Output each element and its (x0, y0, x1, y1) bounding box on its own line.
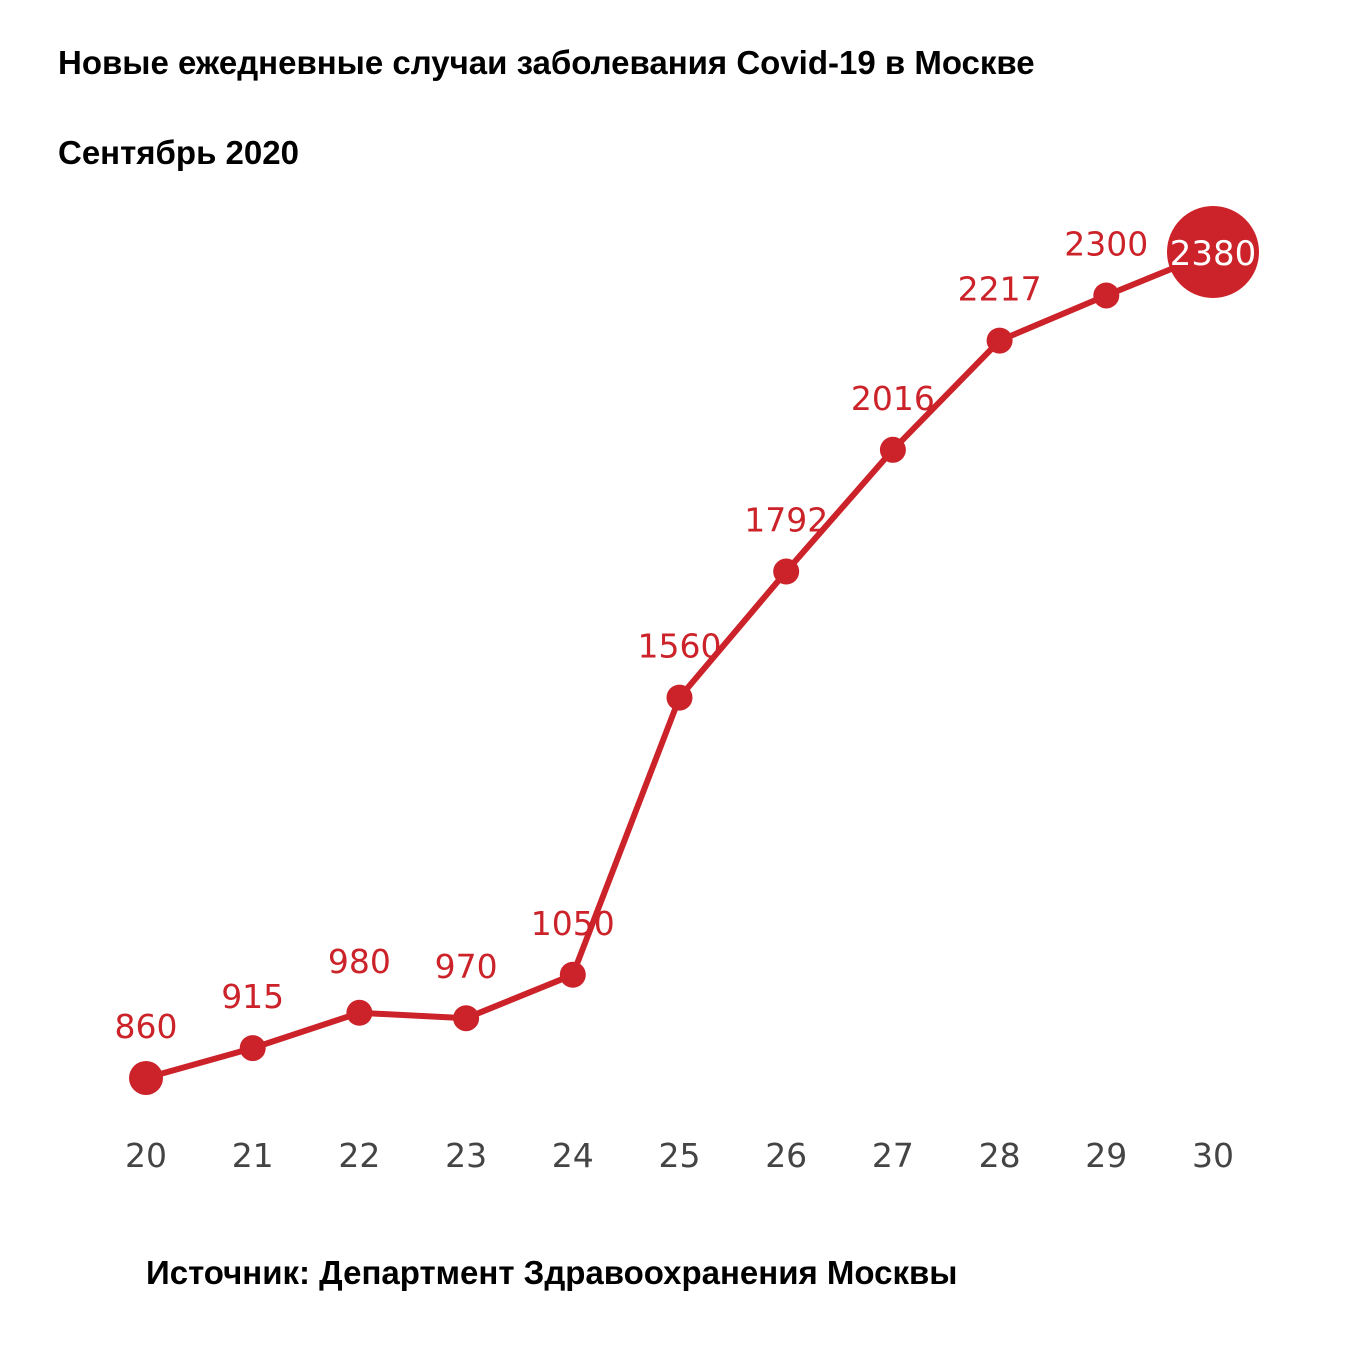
data-label: 915 (221, 977, 284, 1016)
data-point (346, 999, 373, 1026)
x-tick-label: 29 (1085, 1136, 1127, 1175)
x-tick-label: 30 (1192, 1136, 1234, 1175)
x-tick-label: 26 (765, 1136, 807, 1175)
data-label: 970 (435, 947, 498, 986)
data-point (773, 558, 800, 585)
data-label: 2016 (851, 379, 935, 418)
data-label: 2300 (1064, 224, 1148, 263)
data-label: 2217 (958, 270, 1042, 309)
data-label: 980 (328, 942, 391, 981)
data-point (1093, 282, 1120, 309)
x-tick-label: 24 (552, 1136, 594, 1175)
data-point (129, 1061, 163, 1095)
x-tick-label: 21 (232, 1136, 274, 1175)
x-tick-label: 28 (979, 1136, 1021, 1175)
x-tick-label: 20 (125, 1136, 167, 1175)
data-label: 1792 (744, 501, 828, 540)
x-tick-label: 27 (872, 1136, 914, 1175)
data-point (1167, 206, 1259, 298)
data-label: 860 (115, 1007, 178, 1046)
x-tick-label: 23 (445, 1136, 487, 1175)
x-tick-label: 25 (659, 1136, 701, 1175)
data-point (879, 436, 906, 463)
data-point (666, 684, 693, 711)
chart-title: Новые ежедневные случаи заболевания Covi… (58, 44, 1035, 81)
chart-subtitle: Сентябрь 2020 (58, 134, 299, 171)
data-point (453, 1005, 480, 1032)
data-label: 1050 (531, 904, 615, 943)
data-point (239, 1035, 266, 1062)
source-note: Источник: Департмент Здравоохранения Мос… (146, 1254, 958, 1291)
x-tick-label: 22 (338, 1136, 380, 1175)
x-axis-tick-labels: 20 21 22 23 24 25 26 27 28 29 30 (125, 1136, 1234, 1175)
data-point (986, 327, 1013, 354)
data-labels-group: 860 915 980 970 1050 1560 1792 2016 2217 2300 2380 (115, 224, 1257, 1046)
data-label: 1560 (638, 627, 722, 666)
data-label: 2380 (1170, 234, 1257, 274)
data-point (559, 961, 586, 988)
data-points-group (129, 206, 1259, 1095)
